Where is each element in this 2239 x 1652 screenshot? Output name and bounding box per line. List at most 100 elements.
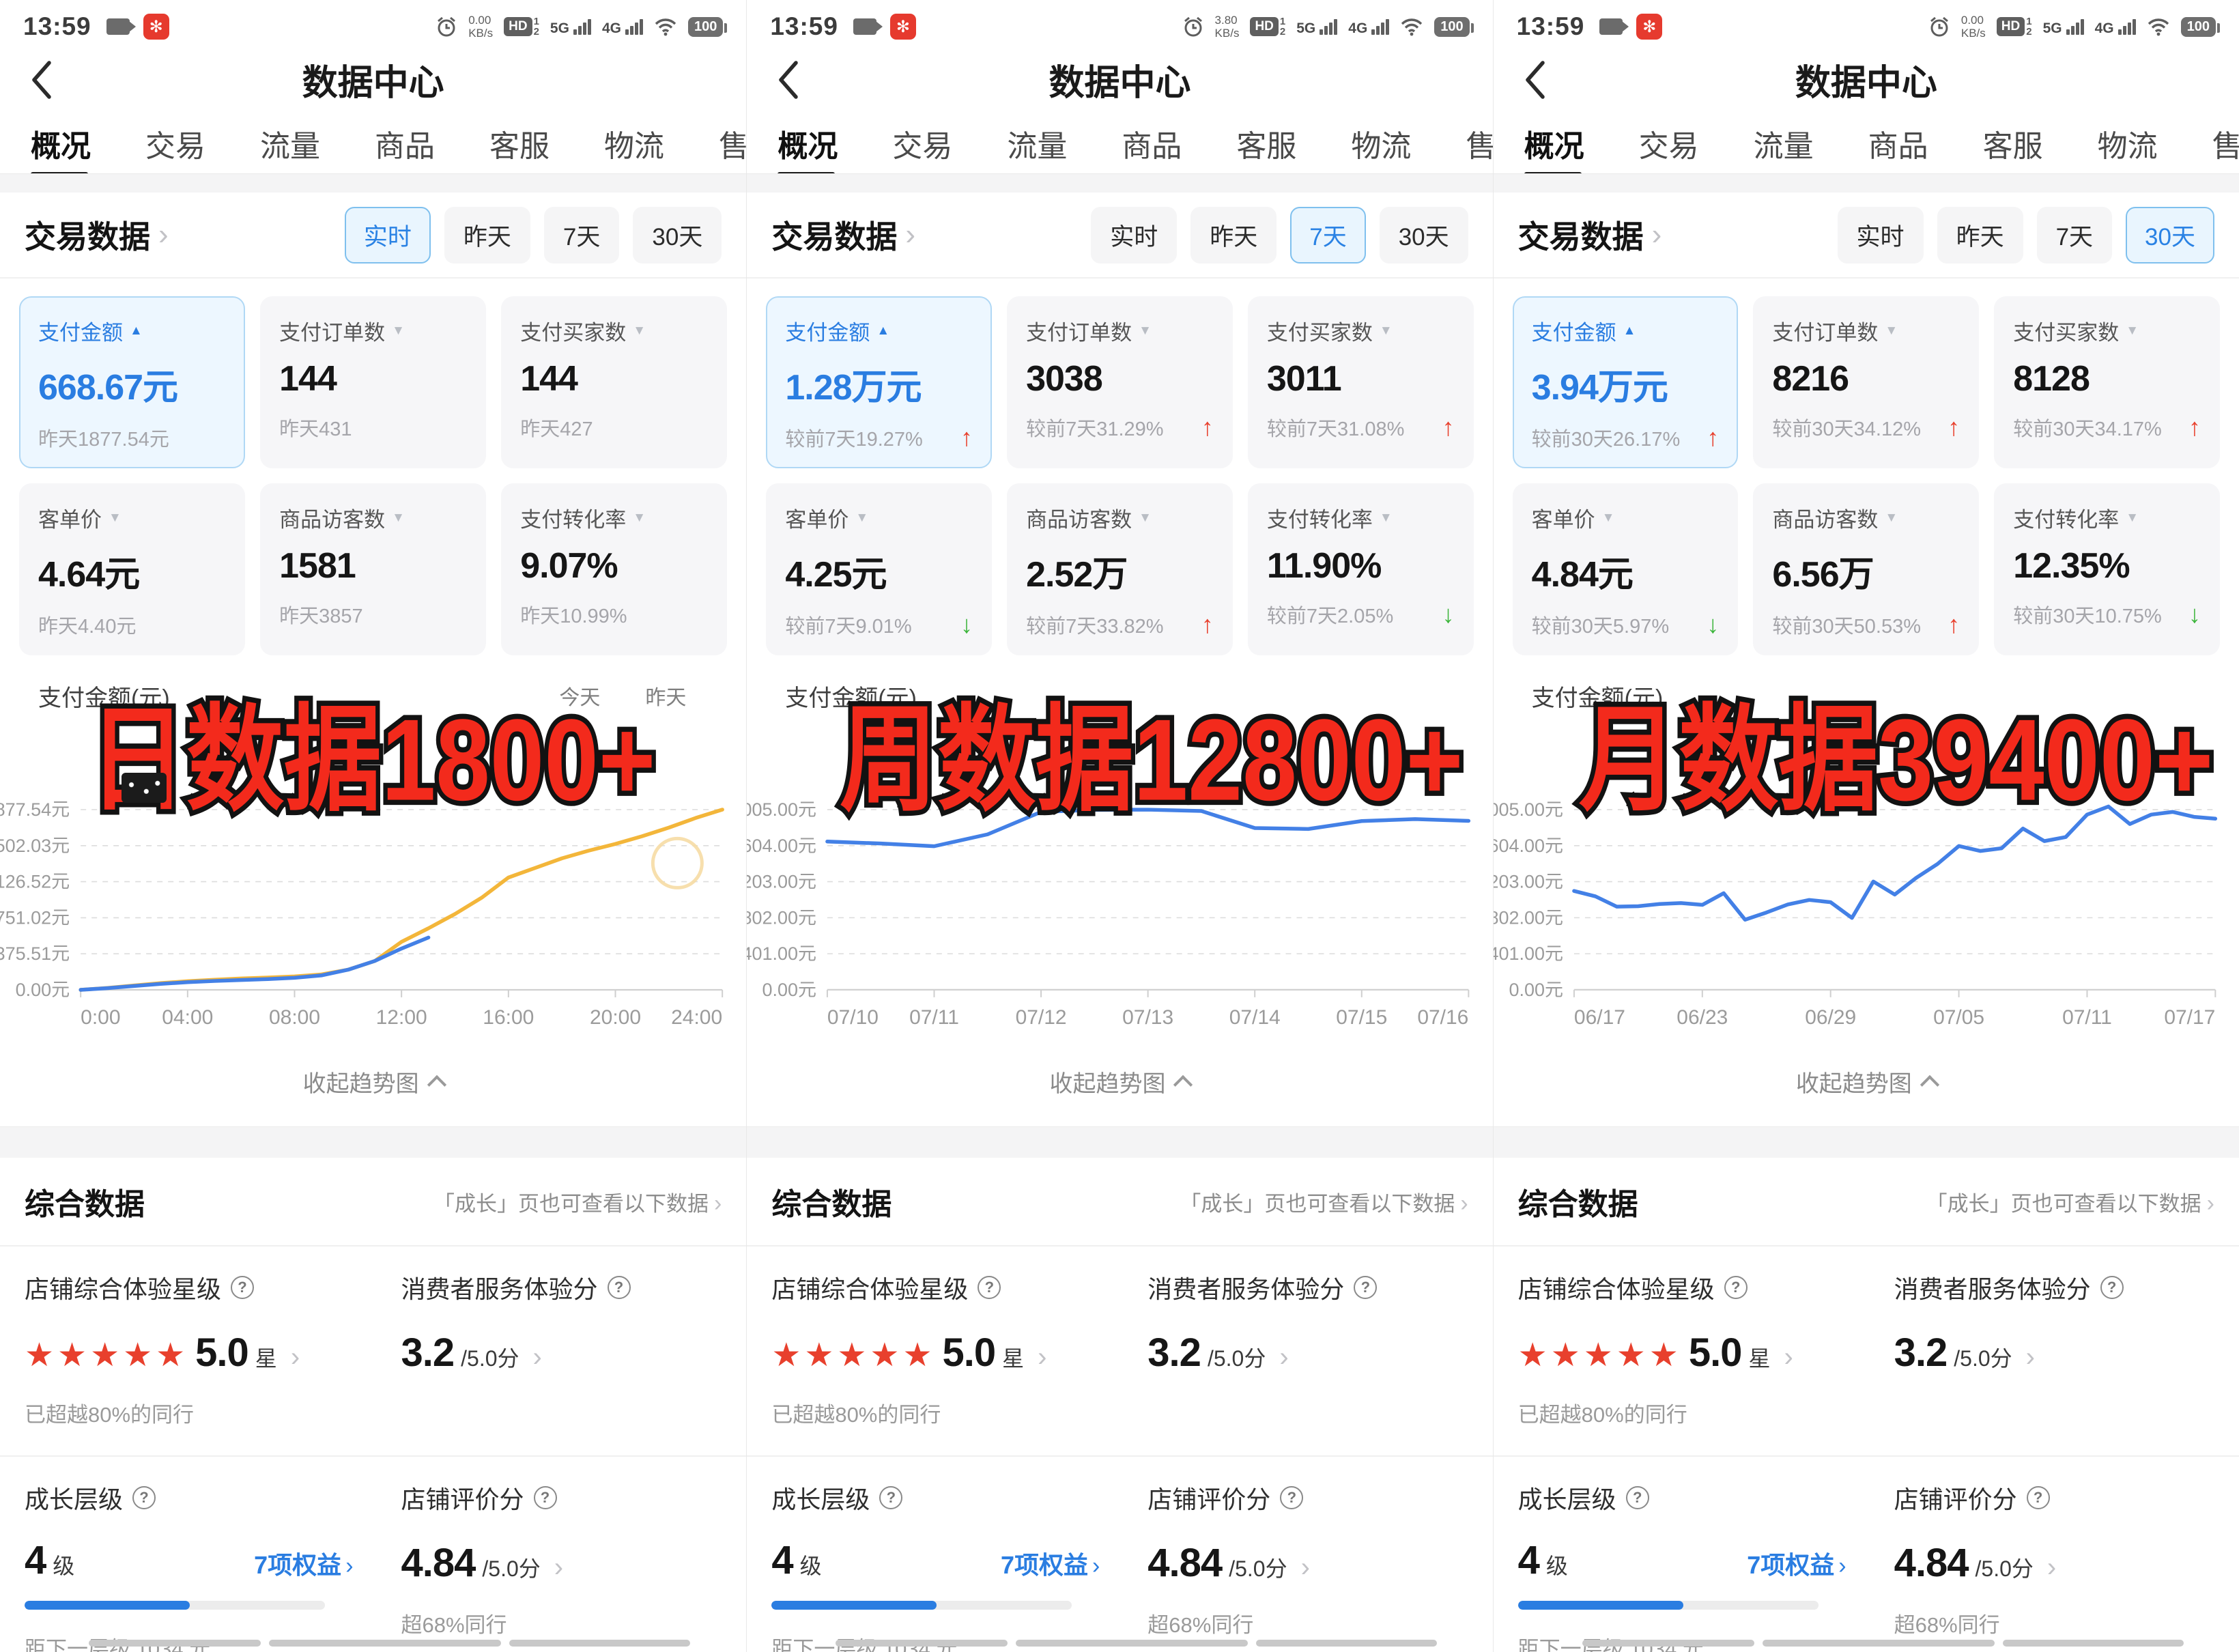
benefits-link[interactable]: 7项权益 ›: [1747, 1551, 1846, 1579]
back-icon[interactable]: [1517, 56, 1558, 104]
help-icon[interactable]: [1724, 1276, 1748, 1299]
metric-card[interactable]: 支付订单数 144 昨天431: [260, 296, 487, 468]
help-icon[interactable]: [978, 1276, 1001, 1299]
help-icon[interactable]: [2026, 1486, 2050, 1509]
metric-card[interactable]: 商品访客数 2.52万 较前7天33.82%: [1007, 483, 1233, 655]
time-filter-button[interactable]: 30天: [2126, 206, 2214, 264]
bottom-scroll-indicator[interactable]: [836, 1640, 1438, 1647]
metric-card[interactable]: 客单价 4.25元 较前7天9.01%: [766, 483, 993, 655]
metric-card[interactable]: 支付转化率 11.90% 较前7天2.05%: [1247, 483, 1474, 655]
chevron-right-icon[interactable]: ›: [290, 1342, 300, 1372]
help-icon[interactable]: [231, 1276, 255, 1299]
metric-card[interactable]: 支付订单数 8216 较前30天34.12%: [1753, 296, 1980, 468]
tab-item[interactable]: 物流: [604, 130, 664, 163]
metric-card[interactable]: 支付转化率 12.35% 较前30天10.75%: [1994, 483, 2220, 655]
tab-item[interactable]: 客服: [1982, 130, 2043, 163]
help-icon[interactable]: [879, 1486, 903, 1509]
tab-item[interactable]: 售后: [2212, 115, 2239, 165]
collapse-trend-button[interactable]: 收起趋势图: [747, 1049, 1492, 1114]
chevron-right-icon[interactable]: ›: [1279, 1342, 1289, 1372]
metric-card[interactable]: 支付订单数 3038 较前7天31.29%: [1007, 296, 1233, 468]
metric-card[interactable]: 支付转化率 9.07% 昨天10.99%: [501, 483, 728, 655]
metric-card[interactable]: 支付金额 1.28万元 较前7天19.27%: [766, 296, 993, 468]
chevron-right-icon[interactable]: ›: [1651, 218, 1662, 251]
back-icon[interactable]: [23, 56, 64, 104]
time-filter-button[interactable]: 7天: [1290, 206, 1366, 264]
time-filter-button[interactable]: 30天: [1379, 206, 1468, 264]
tab-item[interactable]: 商品: [1868, 130, 1928, 163]
help-icon[interactable]: [2100, 1276, 2124, 1299]
help-icon[interactable]: [1625, 1486, 1649, 1509]
chevron-right-icon[interactable]: ›: [1784, 1342, 1793, 1372]
collapse-trend-button[interactable]: 收起趋势图: [1494, 1049, 2239, 1114]
service-score-label: 消费者服务体验分: [1147, 1275, 1345, 1303]
time-filter-button[interactable]: 实时: [344, 206, 431, 264]
metric-card[interactable]: 支付买家数 144 昨天427: [501, 296, 728, 468]
tab-item[interactable]: 交易: [1638, 130, 1699, 163]
metric-card[interactable]: 支付金额 668.67元 昨天1877.54元: [19, 296, 246, 468]
tab-item[interactable]: 客服: [1236, 130, 1297, 163]
tab-item[interactable]: 流量: [1753, 130, 1814, 163]
tab-item[interactable]: 售后: [1466, 115, 1492, 165]
tab-item[interactable]: 客服: [489, 130, 550, 163]
time-filter-button[interactable]: 7天: [543, 206, 620, 264]
chevron-right-icon[interactable]: ›: [158, 218, 169, 251]
back-icon[interactable]: [770, 56, 811, 104]
help-icon[interactable]: [533, 1486, 557, 1509]
metric-card[interactable]: 支付买家数 8128 较前30天34.17%: [1994, 296, 2220, 468]
bottom-scroll-indicator[interactable]: [89, 1640, 690, 1647]
tab-item[interactable]: 交易: [892, 130, 953, 163]
tab-item[interactable]: 流量: [260, 130, 320, 163]
growth-page-link[interactable]: 「成长」页也可查看以下数据 ›: [433, 1190, 722, 1216]
tab-item[interactable]: 商品: [1122, 130, 1182, 163]
time-filter-button[interactable]: 昨天: [444, 206, 530, 264]
chevron-right-icon[interactable]: ›: [1038, 1342, 1047, 1372]
help-icon[interactable]: [1354, 1276, 1378, 1299]
growth-progress-bar: [25, 1601, 325, 1610]
tab-item[interactable]: 售后: [719, 130, 747, 163]
metric-card[interactable]: 商品访客数 1581 昨天3857: [260, 483, 487, 655]
shop-rating-value: 4.84: [1147, 1541, 1223, 1585]
growth-page-link[interactable]: 「成长」页也可查看以下数据 ›: [1926, 1190, 2214, 1216]
time-filter-button[interactable]: 昨天: [1190, 206, 1277, 264]
help-icon[interactable]: [607, 1276, 631, 1299]
section-gap: [1493, 1126, 2239, 1158]
metric-card[interactable]: 客单价 4.84元 较前30天5.97%: [1512, 483, 1739, 655]
tab-item[interactable]: 概况: [31, 115, 91, 173]
help-icon[interactable]: [132, 1486, 156, 1509]
time-filter-button[interactable]: 昨天: [1937, 206, 2023, 264]
collapse-trend-button[interactable]: 收起趋势图: [0, 1049, 746, 1114]
bottom-scroll-indicator[interactable]: [1582, 1640, 2184, 1647]
tab-item[interactable]: 流量: [1007, 130, 1068, 163]
tab-item[interactable]: 概况: [778, 115, 838, 173]
tab-item[interactable]: 物流: [2097, 130, 2158, 163]
metric-card[interactable]: 客单价 4.64元 昨天4.40元: [19, 483, 246, 655]
tab-item[interactable]: 交易: [145, 130, 205, 163]
svg-text:12:00: 12:00: [376, 1006, 427, 1029]
chevron-right-icon[interactable]: ›: [1300, 1552, 1310, 1582]
help-icon[interactable]: [1280, 1486, 1304, 1509]
chevron-right-icon[interactable]: ›: [2047, 1552, 2057, 1582]
time-filter-button[interactable]: 7天: [2036, 206, 2113, 264]
chevron-right-icon[interactable]: ›: [554, 1552, 564, 1582]
benefits-link[interactable]: 7项权益 ›: [254, 1551, 354, 1579]
chevron-right-icon[interactable]: ›: [905, 218, 915, 251]
tab-item[interactable]: 概况: [1524, 115, 1584, 173]
time-filter-button[interactable]: 实时: [1091, 206, 1178, 264]
time-filter-button[interactable]: 实时: [1837, 206, 1924, 264]
time-filter-button[interactable]: 30天: [633, 206, 722, 264]
chevron-right-icon[interactable]: ›: [532, 1342, 542, 1372]
metric-card[interactable]: 支付金额 3.94万元 较前30天26.17%: [1512, 296, 1739, 468]
divider: [0, 277, 747, 279]
tab-item[interactable]: 物流: [1351, 130, 1412, 163]
chevron-right-icon[interactable]: ›: [2025, 1342, 2035, 1372]
benefits-link[interactable]: 7项权益 ›: [1000, 1551, 1100, 1579]
growth-page-link[interactable]: 「成长」页也可查看以下数据 ›: [1180, 1190, 1468, 1216]
metric-title: 支付买家数: [1266, 321, 1373, 345]
metric-card[interactable]: 支付买家数 3011 较前7天31.08%: [1247, 296, 1474, 468]
tab-item[interactable]: 商品: [375, 130, 435, 163]
metric-title: 支付订单数: [1772, 321, 1879, 345]
growth-progress-bar: [1517, 1601, 1819, 1610]
summary-title: 综合数据: [1517, 1188, 1638, 1221]
metric-card[interactable]: 商品访客数 6.56万 较前30天50.53%: [1753, 483, 1980, 655]
